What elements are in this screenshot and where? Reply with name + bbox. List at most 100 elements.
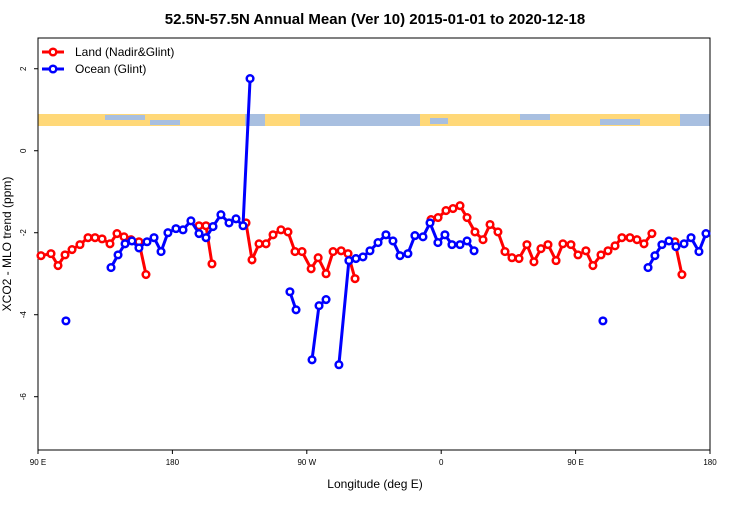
- point: [478, 235, 488, 245]
- point: [290, 247, 300, 257]
- point: [75, 240, 85, 250]
- point: [97, 234, 107, 244]
- point: [283, 227, 293, 237]
- point: [500, 247, 510, 257]
- point: [336, 246, 346, 256]
- point: [381, 230, 391, 240]
- legend-label: Land (Nadir&Glint): [75, 45, 174, 59]
- point: [268, 230, 278, 240]
- point: [216, 210, 226, 220]
- point: [201, 233, 211, 243]
- legend-label: Ocean (Glint): [75, 62, 146, 76]
- point: [425, 218, 435, 228]
- point: [83, 233, 93, 243]
- plot-frame: [37, 37, 711, 451]
- point: [171, 224, 181, 234]
- point: [321, 294, 331, 305]
- point: [156, 247, 166, 257]
- point: [186, 216, 196, 226]
- point: [334, 360, 344, 370]
- point: [46, 249, 56, 259]
- point: [671, 242, 681, 252]
- point: [351, 254, 361, 264]
- point: [558, 239, 568, 249]
- point: [647, 228, 657, 239]
- point: [208, 222, 218, 232]
- point: [433, 238, 443, 248]
- point: [388, 236, 398, 246]
- point: [285, 287, 295, 297]
- point: [588, 260, 598, 271]
- point: [650, 251, 660, 261]
- point: [448, 203, 458, 214]
- point: [350, 274, 360, 284]
- point: [291, 305, 301, 315]
- point: [112, 228, 122, 239]
- point: [596, 250, 606, 260]
- point: [625, 233, 635, 243]
- y-tick-label: -2: [19, 229, 28, 237]
- point: [639, 239, 649, 249]
- point: [207, 259, 217, 269]
- point: [643, 263, 653, 273]
- y-tick-label: 2: [19, 66, 28, 71]
- point: [447, 240, 457, 250]
- x-tick-label: 90 E: [30, 458, 46, 467]
- point: [493, 227, 503, 237]
- point: [617, 233, 627, 243]
- y-tick-label: -4: [19, 311, 28, 319]
- point: [441, 206, 451, 216]
- point: [231, 214, 241, 224]
- chart-title: 52.5N-57.5N Annual Mean (Ver 10) 2015-01…: [165, 11, 585, 28]
- point: [701, 228, 711, 239]
- point: [610, 241, 620, 251]
- point: [328, 247, 338, 257]
- point: [598, 316, 608, 326]
- point: [297, 247, 307, 257]
- point: [120, 239, 130, 249]
- point: [694, 247, 704, 257]
- point: [36, 251, 46, 261]
- legend-marker: [48, 64, 58, 74]
- point: [321, 269, 331, 279]
- x-tick-label: 90 E: [567, 458, 583, 467]
- x-tick-label: 90 W: [297, 458, 316, 467]
- x-axis-label: Longitude (deg E): [327, 477, 422, 491]
- point: [566, 240, 576, 250]
- point: [664, 236, 674, 246]
- point: [307, 355, 317, 365]
- y-tick-label: 0: [19, 148, 28, 153]
- point: [67, 244, 77, 255]
- point: [536, 244, 546, 254]
- point: [514, 254, 524, 264]
- point: [573, 250, 583, 260]
- x-tick-label: 180: [166, 458, 180, 467]
- point: [60, 250, 70, 260]
- point: [313, 253, 323, 263]
- point: [395, 251, 405, 261]
- point: [418, 232, 428, 242]
- point: [163, 228, 173, 238]
- point: [90, 233, 100, 243]
- point: [469, 246, 479, 256]
- point: [581, 246, 591, 256]
- point: [343, 249, 353, 259]
- point: [529, 257, 539, 267]
- point: [105, 239, 115, 249]
- point: [344, 256, 354, 266]
- y-tick-label: -6: [19, 393, 28, 401]
- point: [245, 74, 255, 84]
- point: [551, 256, 561, 266]
- point: [522, 240, 532, 250]
- point: [543, 240, 553, 250]
- point: [403, 249, 413, 259]
- point: [276, 225, 286, 235]
- point: [410, 231, 420, 241]
- map-strip: [38, 114, 710, 126]
- point: [113, 250, 123, 260]
- point: [373, 238, 383, 248]
- point: [455, 201, 465, 211]
- point: [53, 260, 63, 271]
- point: [507, 253, 517, 263]
